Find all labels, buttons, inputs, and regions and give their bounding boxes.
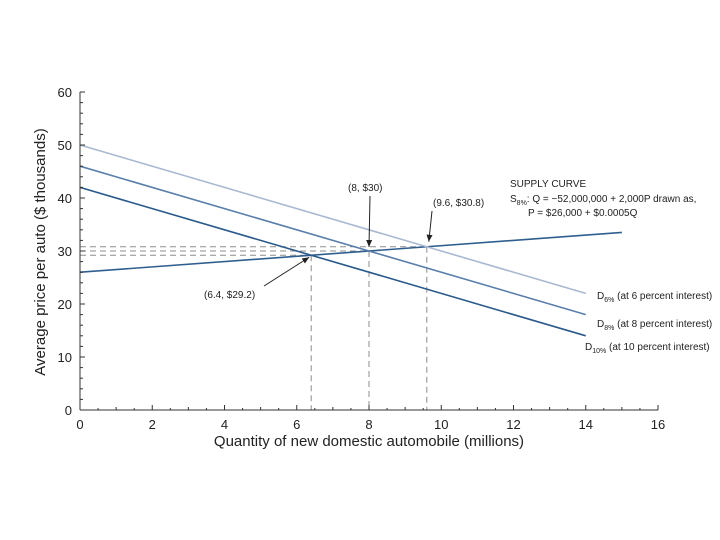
x-tick-label: 14 (579, 417, 593, 432)
x-axis-label: Quantity of new domestic automobile (mil… (214, 433, 524, 450)
y-tick-label: 20 (58, 297, 72, 312)
point-arrow-2 (426, 210, 433, 242)
series-line-d10 (79, 186, 586, 337)
x-tick-label: 8 (365, 417, 372, 432)
x-tick-label: 0 (76, 417, 83, 432)
point-label-1: (8, $30) (348, 183, 382, 194)
series-lines (79, 144, 622, 337)
y-tick-label: 10 (58, 350, 72, 365)
supply-note-equation: S8%: Q = −52,000,000 + 2,000P drawn as, (510, 194, 696, 207)
y-tick-label: 60 (58, 85, 72, 100)
tick-labels: 0 10 20 30 40 50 60 0 2 4 6 8 10 12 14 16 (58, 85, 666, 432)
legend-entry-2: D10% (at 10 percent interest) (585, 342, 710, 355)
point-label-2: (9.6, $30.8) (433, 198, 484, 209)
x-tick-label: 10 (434, 417, 448, 432)
y-tick-label: 50 (58, 138, 72, 153)
legend: D6% (at 6 percent interest) D8% (at 8 per… (585, 291, 712, 355)
supply-note-price: P = $26,000 + $0.0005Q (528, 208, 638, 219)
guide-lines (80, 246, 428, 410)
x-tick-label: 4 (221, 417, 228, 432)
x-tick-label: 12 (506, 417, 520, 432)
y-tick-label: 0 (65, 403, 72, 418)
point-arrow-0 (263, 256, 310, 287)
axes (79, 91, 659, 411)
y-axis-label: Average price per auto ($ thousands) (32, 128, 49, 375)
point-arrow-1 (366, 195, 373, 248)
x-tick-label: 16 (651, 417, 665, 432)
x-tick-label: 6 (293, 417, 300, 432)
series-line-d8 (79, 165, 586, 316)
supply-note-title: SUPPLY CURVE (510, 179, 586, 190)
legend-entry-0: D6% (at 6 percent interest) (597, 291, 712, 304)
series-line-supply (79, 231, 622, 273)
legend-entry-1: D8% (at 8 percent interest) (597, 319, 712, 332)
y-tick-label: 30 (58, 244, 72, 259)
point-label-0: (6.4, $29.2) (204, 290, 255, 301)
annotations: (6.4, $29.2) (8, $30) (9.6, $30.8) SUPPLY C… (204, 179, 696, 301)
x-tick-label: 2 (149, 417, 156, 432)
y-tick-label: 40 (58, 191, 72, 206)
series-line-d6 (79, 144, 586, 295)
